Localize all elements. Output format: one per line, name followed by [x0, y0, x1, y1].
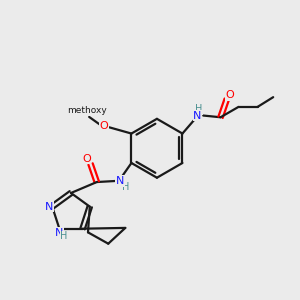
Text: O: O — [99, 121, 108, 130]
Text: H: H — [60, 231, 68, 241]
Text: H: H — [122, 182, 129, 191]
Text: O: O — [82, 154, 91, 164]
Text: O: O — [226, 90, 235, 100]
Text: N: N — [55, 228, 64, 238]
Text: H: H — [195, 104, 203, 114]
Text: N: N — [193, 110, 202, 121]
Text: N: N — [45, 202, 54, 212]
Text: N: N — [116, 176, 124, 186]
Text: methoxy: methoxy — [68, 106, 107, 115]
